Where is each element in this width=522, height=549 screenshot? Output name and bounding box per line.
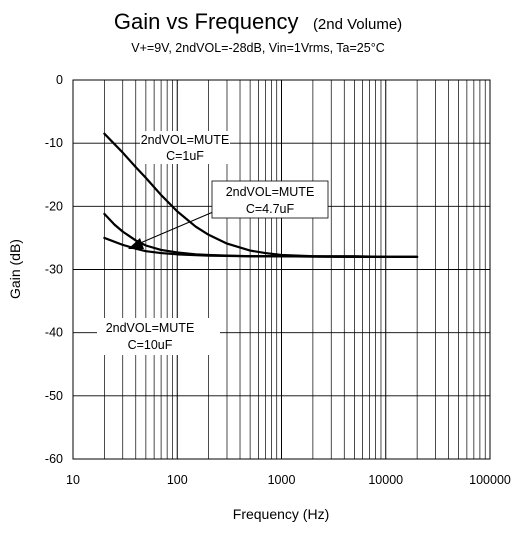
- x-tick-label: 10000: [368, 473, 403, 487]
- svg-text:2ndVOL=MUTE: 2ndVOL=MUTE: [226, 185, 315, 199]
- y-tick-label: -10: [45, 136, 63, 150]
- y-tick-label: -20: [45, 199, 63, 213]
- annotation-pointer: [137, 211, 214, 245]
- annotation-arrowhead: [128, 238, 144, 249]
- svg-text:2ndVOL=MUTE: 2ndVOL=MUTE: [106, 321, 195, 335]
- y-tick-label: 0: [56, 73, 63, 87]
- y-tick-label: -40: [45, 326, 63, 340]
- svg-text:2ndVOL=MUTE: 2ndVOL=MUTE: [141, 133, 230, 147]
- svg-text:C=1uF: C=1uF: [166, 149, 204, 163]
- svg-text:C=4.7uF: C=4.7uF: [246, 202, 295, 216]
- plot-frame: [72, 79, 491, 460]
- x-tick-label: 100: [167, 473, 188, 487]
- y-tick-label: -50: [45, 389, 63, 403]
- svg-text:C=10uF: C=10uF: [128, 338, 173, 352]
- chart-title: Gain vs Frequency (2nd Volume): [114, 9, 402, 34]
- y-axis-label: Gain (dB): [7, 239, 23, 299]
- annotation-10uf: 2ndVOL=MUTE C=10uF: [97, 318, 220, 355]
- x-tick-label: 10: [66, 473, 80, 487]
- chart-subtitle: V+=9V, 2ndVOL=-28dB, Vin=1Vrms, Ta=25°C: [131, 41, 384, 55]
- y-tick-label: -60: [45, 452, 63, 466]
- x-tick-label: 100000: [469, 473, 511, 487]
- tick-labels: 10 100 1000 10000 100000 0 -10 -20 -30 -40 -50 -60: [45, 73, 511, 487]
- annotation-1uf: 2ndVOL=MUTE C=1uF: [140, 131, 230, 164]
- annotation-4-7uf: 2ndVOL=MUTE C=4.7uF: [128, 180, 329, 249]
- y-tick-label: -30: [45, 263, 63, 277]
- x-axis-label: Frequency (Hz): [233, 506, 329, 522]
- x-tick-label: 1000: [268, 473, 296, 487]
